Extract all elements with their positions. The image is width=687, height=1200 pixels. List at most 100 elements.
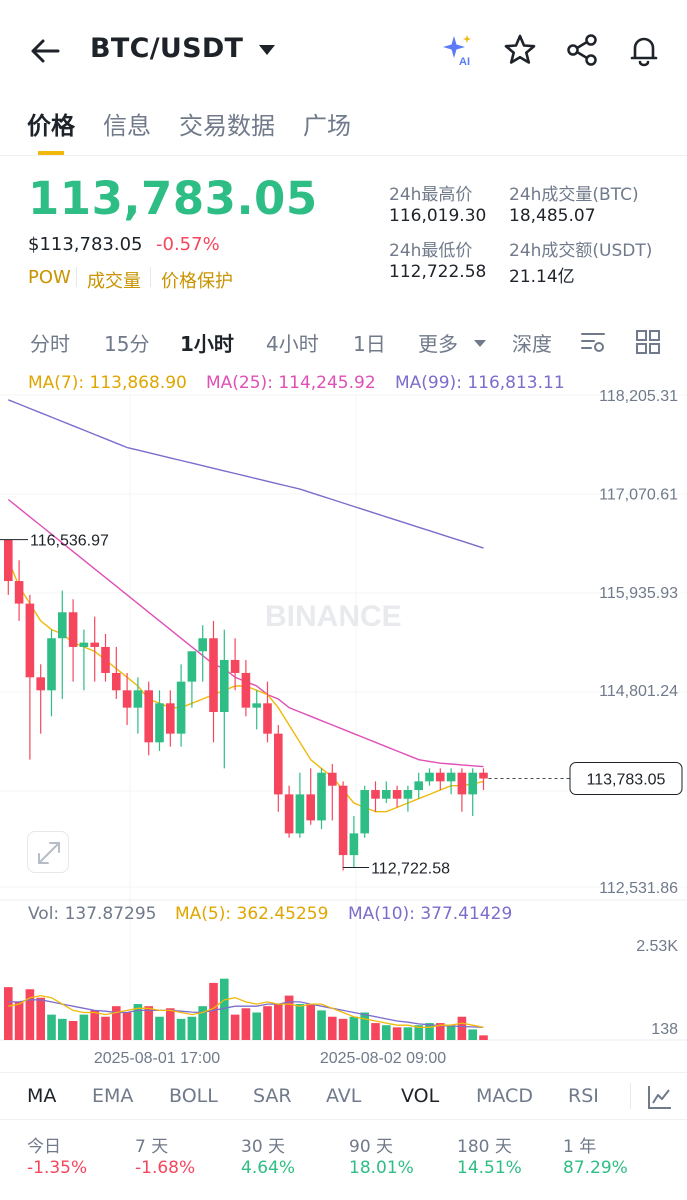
interval-more[interactable]: 更多 xyxy=(418,332,458,356)
volume-bar xyxy=(47,1014,56,1040)
volume-bar xyxy=(4,987,13,1040)
indicator-boll[interactable]: BOLL xyxy=(169,1085,218,1107)
indicator-rsi[interactable]: RSI xyxy=(568,1085,599,1107)
performance-value: -1.35% xyxy=(27,1158,88,1178)
volume-bar xyxy=(252,1012,261,1040)
interval-1d[interactable]: 1日 xyxy=(353,332,386,356)
candle xyxy=(436,772,445,782)
volume-bar xyxy=(382,1025,391,1040)
volume-bar xyxy=(112,1006,121,1040)
candles xyxy=(4,539,488,871)
legend-ma7: MA(7): 113,868.90 xyxy=(28,373,187,393)
stat-vol-btc-label: 24h成交量(BTC) xyxy=(509,185,639,205)
interval-4h[interactable]: 4小时 xyxy=(266,332,319,356)
tab-info[interactable]: 信息 xyxy=(103,112,151,140)
svg-text:AI: AI xyxy=(459,56,470,68)
time-axis-label: 2025-08-02 09:00 xyxy=(320,1050,446,1067)
volume-bar xyxy=(392,1027,402,1040)
performance-label: 30 天 xyxy=(241,1137,286,1157)
ai-sparkle-icon[interactable]: AI xyxy=(440,32,476,68)
tag-price-protection[interactable]: 价格保护 xyxy=(161,271,233,292)
fullscreen-button[interactable] xyxy=(27,831,69,873)
performance-value: 4.64% xyxy=(241,1158,296,1178)
volume-bar xyxy=(166,1008,175,1040)
indicator-sar[interactable]: SAR xyxy=(253,1085,292,1107)
chart-settings-icon[interactable] xyxy=(579,328,607,356)
volume-bar xyxy=(295,1004,305,1040)
interval-depth[interactable]: 深度 xyxy=(512,332,552,356)
last-price-box xyxy=(569,761,683,795)
indicator-vol[interactable]: VOL xyxy=(401,1085,440,1107)
candle xyxy=(360,790,369,834)
indicator-divider xyxy=(630,1083,631,1109)
volume-bar xyxy=(36,997,45,1040)
performance-label: 7 天 xyxy=(135,1137,169,1157)
tab-square[interactable]: 广场 xyxy=(303,112,351,140)
stat-low-value: 112,722.58 xyxy=(389,262,487,282)
volume-bar xyxy=(414,1025,423,1040)
tag-pow[interactable]: POW xyxy=(28,267,71,288)
price-axis-label: 112,531.86 xyxy=(599,880,678,897)
legend-vol: Vol: 137.87295 xyxy=(28,904,157,924)
layout-grid-icon[interactable] xyxy=(634,328,662,356)
candle xyxy=(187,651,197,682)
volume-bar xyxy=(328,1016,337,1040)
price-axis-label: 117,070.61 xyxy=(599,486,678,503)
performance-label: 今日 xyxy=(27,1137,61,1157)
star-icon[interactable] xyxy=(502,32,538,68)
candle xyxy=(230,659,240,673)
chevron-down-icon[interactable] xyxy=(258,44,276,56)
candle xyxy=(446,772,456,782)
indicator-avl[interactable]: AVL xyxy=(326,1085,362,1107)
active-tab-indicator xyxy=(38,151,64,155)
pair-selector[interactable]: BTC/USDT xyxy=(90,33,244,64)
tab-trading-data[interactable]: 交易数据 xyxy=(179,112,275,140)
interval-1h[interactable]: 1小时 xyxy=(180,332,234,356)
performance-value: 87.29% xyxy=(563,1158,628,1178)
indicator-ema[interactable]: EMA xyxy=(92,1085,134,1107)
kline-chart[interactable]: BINANCE 118,205.31117,070.61115,935.9311… xyxy=(0,366,687,1072)
volume-bar xyxy=(284,995,294,1040)
stat-high-label: 24h最高价 xyxy=(389,185,473,205)
indicator-ma[interactable]: MA xyxy=(27,1085,57,1107)
volume-bar xyxy=(317,1010,326,1040)
candle xyxy=(112,672,121,691)
candle xyxy=(166,703,175,734)
interval-15m[interactable]: 15分 xyxy=(104,332,150,356)
candle xyxy=(198,638,207,652)
legend-ma25: MA(25): 114,245.92 xyxy=(206,373,376,393)
candle xyxy=(14,581,24,604)
price-usd: $113,783.05 xyxy=(28,234,143,255)
low-marker-label: 112,722.58 xyxy=(371,860,450,877)
share-icon[interactable] xyxy=(564,32,600,68)
volume-bar xyxy=(446,1025,456,1040)
volume-bar xyxy=(468,1029,477,1040)
candle xyxy=(144,690,153,743)
ma99-line xyxy=(8,399,484,549)
tag-volume[interactable]: 成交量 xyxy=(87,271,141,292)
candle xyxy=(68,612,78,647)
price-axis-label: 115,935.93 xyxy=(599,585,678,602)
candle xyxy=(79,642,89,647)
indicator-settings-icon[interactable] xyxy=(646,1083,674,1111)
candle xyxy=(241,672,251,708)
volume-bar xyxy=(209,982,218,1040)
more-caret-icon[interactable] xyxy=(473,339,487,348)
vol-ma10-line xyxy=(8,999,484,1028)
volume-bar xyxy=(122,1012,132,1040)
bell-icon[interactable] xyxy=(626,32,662,68)
candle xyxy=(371,790,380,799)
back-arrow-icon[interactable] xyxy=(28,34,62,68)
stat-vol-btc-value: 18,485.07 xyxy=(509,206,596,226)
last-price-label: 113,783.05 xyxy=(587,771,666,788)
interval-time[interactable]: 分时 xyxy=(30,332,70,356)
price-axis: 118,205.31 117,070.61 115,935.93 114,801.24… xyxy=(94,388,678,1067)
indicator-macd[interactable]: MACD xyxy=(476,1085,533,1107)
tab-price[interactable]: 价格 xyxy=(27,112,75,140)
volume-bar xyxy=(436,1023,445,1040)
candle xyxy=(4,539,13,582)
interval-bar: 分时 15分 1小时 4小时 1日 更多 深度 xyxy=(0,318,687,366)
volume-bars xyxy=(4,978,488,1040)
volume-bar xyxy=(349,1016,359,1040)
candle xyxy=(36,677,45,691)
